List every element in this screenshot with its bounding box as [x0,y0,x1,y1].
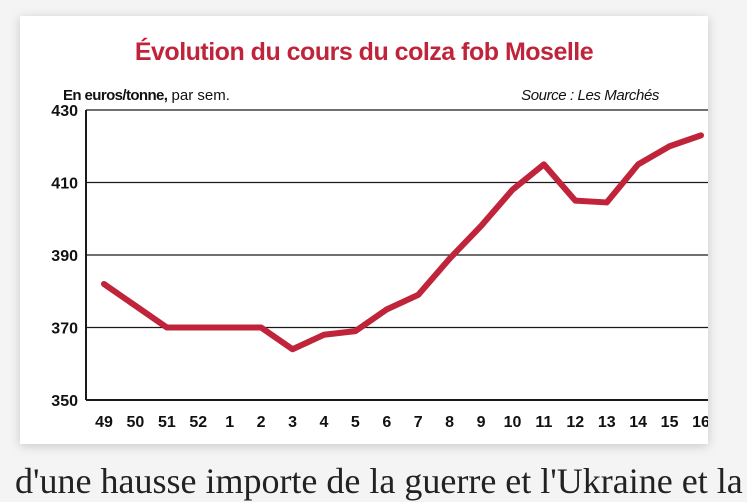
x-tick-label-10: 10 [504,414,522,431]
x-tick-label-12: 12 [566,414,584,431]
x-tick-label-11: 11 [535,414,552,431]
y-tick-label-390: 390 [51,248,78,265]
y-tick-label-350: 350 [51,393,78,410]
x-tick-label-51: 51 [158,414,176,431]
x-tick-label-7: 7 [414,414,423,431]
x-tick-label-3: 3 [288,414,297,431]
x-tick-label-16: 16 [692,414,708,431]
background-article-text: d'une hausse importe de la guerre et l'U… [15,460,743,502]
x-tick-label-52: 52 [189,414,207,431]
y-tick-label-410: 410 [51,176,78,193]
x-tick-label-49: 49 [95,414,113,431]
y-tick-label-370: 370 [51,321,78,338]
x-tick-label-1: 1 [225,414,234,431]
chart-title: Évolution du cours du colza fob Moselle [20,38,708,67]
chart-card: Évolution du cours du colza fob Moselle … [20,16,708,444]
series-line [104,135,701,349]
x-tick-label-13: 13 [598,414,616,431]
x-tick-label-9: 9 [477,414,486,431]
x-tick-label-4: 4 [319,414,328,431]
x-tick-label-2: 2 [257,414,266,431]
x-tick-label-15: 15 [661,414,679,431]
x-tick-label-8: 8 [445,414,454,431]
x-tick-label-14: 14 [629,414,647,431]
x-tick-label-6: 6 [382,414,391,431]
y-tick-label-430: 430 [51,103,78,120]
x-tick-label-50: 50 [127,414,145,431]
x-tick-label-5: 5 [351,414,360,431]
